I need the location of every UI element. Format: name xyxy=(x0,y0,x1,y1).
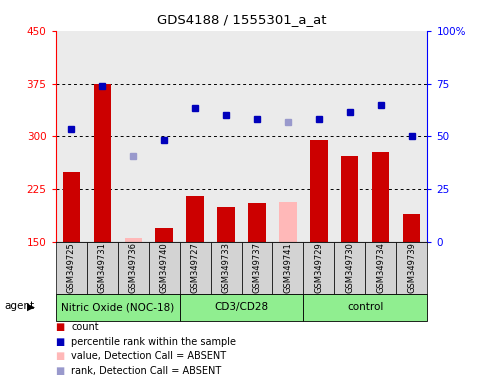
Text: GSM349734: GSM349734 xyxy=(376,242,385,293)
Bar xyxy=(334,242,366,294)
Bar xyxy=(86,242,117,294)
Bar xyxy=(117,242,149,294)
Bar xyxy=(94,84,111,242)
Text: GDS4188 / 1555301_a_at: GDS4188 / 1555301_a_at xyxy=(157,13,326,26)
Text: agent: agent xyxy=(5,301,35,311)
Text: ■: ■ xyxy=(56,322,65,332)
Bar xyxy=(180,294,303,321)
Bar xyxy=(217,207,235,242)
Bar xyxy=(56,294,180,321)
Text: CD3/CD28: CD3/CD28 xyxy=(214,302,269,312)
Text: ■: ■ xyxy=(56,351,65,361)
Text: GSM349727: GSM349727 xyxy=(190,242,199,293)
Bar xyxy=(397,242,427,294)
Text: rank, Detection Call = ABSENT: rank, Detection Call = ABSENT xyxy=(71,366,221,376)
Text: GSM349729: GSM349729 xyxy=(314,242,324,293)
Text: ■: ■ xyxy=(56,366,65,376)
Bar xyxy=(403,214,421,242)
Bar xyxy=(272,242,303,294)
Text: count: count xyxy=(71,322,99,332)
Bar xyxy=(280,202,297,242)
Bar xyxy=(303,294,427,321)
Text: GSM349741: GSM349741 xyxy=(284,242,293,293)
Text: GSM349731: GSM349731 xyxy=(98,242,107,293)
Bar xyxy=(372,152,389,242)
Bar xyxy=(125,238,142,242)
Text: value, Detection Call = ABSENT: value, Detection Call = ABSENT xyxy=(71,351,226,361)
Bar xyxy=(156,228,172,242)
Bar xyxy=(248,203,266,242)
Text: GSM349725: GSM349725 xyxy=(67,242,75,293)
Text: ■: ■ xyxy=(56,337,65,347)
Text: percentile rank within the sample: percentile rank within the sample xyxy=(71,337,236,347)
Bar xyxy=(211,242,242,294)
Text: GSM349737: GSM349737 xyxy=(253,242,261,293)
Bar xyxy=(180,242,211,294)
Text: control: control xyxy=(347,302,384,312)
Text: Nitric Oxide (NOC-18): Nitric Oxide (NOC-18) xyxy=(61,302,174,312)
Text: GSM349739: GSM349739 xyxy=(408,242,416,293)
Text: ▶: ▶ xyxy=(27,301,35,311)
Bar xyxy=(186,196,203,242)
Bar xyxy=(311,140,327,242)
Bar xyxy=(303,242,334,294)
Text: GSM349733: GSM349733 xyxy=(222,242,230,293)
Bar xyxy=(149,242,180,294)
Text: GSM349730: GSM349730 xyxy=(345,242,355,293)
Bar xyxy=(56,242,86,294)
Bar xyxy=(242,242,272,294)
Bar xyxy=(62,172,80,242)
Bar xyxy=(341,156,358,242)
Text: GSM349736: GSM349736 xyxy=(128,242,138,293)
Text: GSM349740: GSM349740 xyxy=(159,242,169,293)
Bar xyxy=(366,242,397,294)
